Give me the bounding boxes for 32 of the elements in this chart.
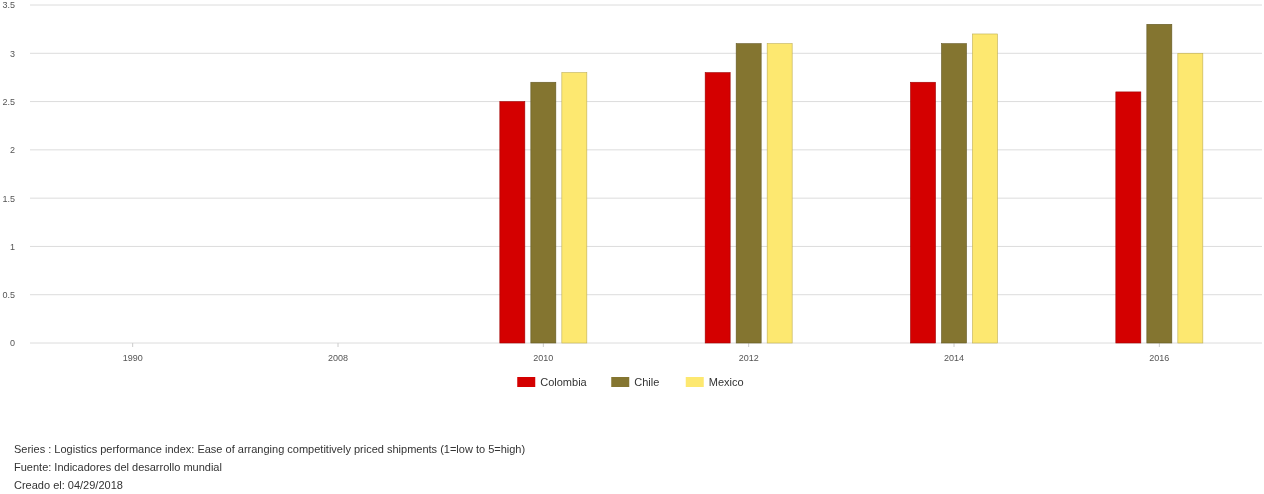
- text: Series : Logistics performance index: Ease of arranging competitively priced shipments (1=low to 5=high): [14, 443, 526, 455]
- source-note: Fuente: Indicadores del desarrollo mundial: [14, 461, 222, 473]
- bar: [1177, 52, 1204, 344]
- y-tick-label: 2.5: [2, 96, 15, 107]
- legend-label: Mexico: [708, 376, 744, 388]
- y-tick-label: 1: [9, 241, 15, 252]
- legend-label: Colombia: [540, 376, 588, 388]
- legend-label: Chile: [634, 376, 660, 388]
- y-tick-label: 1.5: [2, 193, 15, 204]
- bar: [530, 81, 557, 344]
- x-tick-label: 1990: [122, 352, 143, 363]
- x-tick-label: 2012: [738, 352, 759, 363]
- bar: [1115, 91, 1142, 344]
- x-tick-label: 2010: [533, 352, 554, 363]
- bar: [735, 43, 762, 344]
- y-tick-label: 3: [9, 48, 15, 59]
- bar: [972, 33, 998, 344]
- bar: [941, 43, 967, 344]
- text: Creado el: 04/29/2018: [14, 479, 123, 491]
- x-tick-label: 2008: [327, 352, 349, 363]
- y-tick-label: 0: [9, 338, 15, 349]
- bar: [704, 72, 731, 344]
- x-tick-label: 2016: [1149, 352, 1170, 363]
- y-tick-label: 2: [9, 145, 15, 156]
- bar: [561, 72, 588, 344]
- x-tick-label: 2014: [943, 352, 965, 363]
- bar: [910, 81, 936, 344]
- bar: [499, 101, 526, 344]
- bar: [766, 43, 793, 344]
- y-tick-label: 3.5: [2, 0, 15, 11]
- bar: [1146, 24, 1173, 344]
- y-tick-label: 0.5: [2, 290, 15, 301]
